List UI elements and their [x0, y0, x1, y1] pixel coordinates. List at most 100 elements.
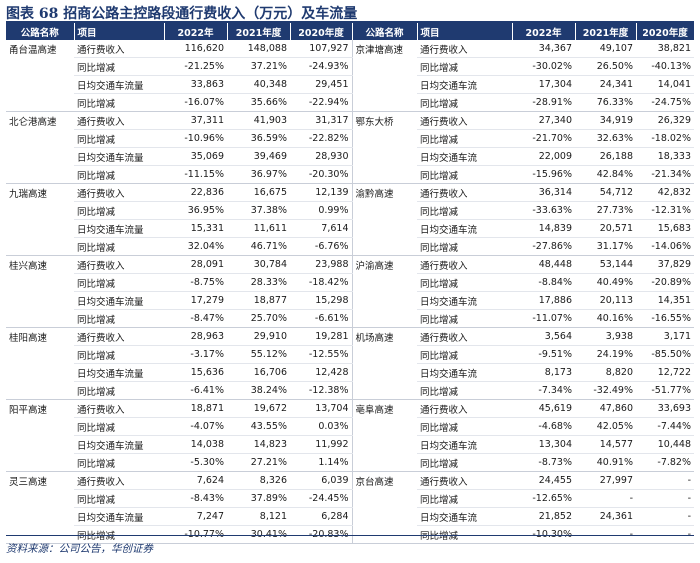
- value-cell: -24.45%: [290, 489, 353, 508]
- value-cell: 41,903: [227, 111, 290, 130]
- metric-cell: 同比增减: [417, 453, 512, 472]
- value-cell: 32.63%: [575, 129, 636, 148]
- value-cell: 27,997: [575, 471, 636, 490]
- value-cell: -: [636, 507, 694, 526]
- road-name-cell: 渝黔高速: [352, 183, 417, 256]
- value-cell: 34,919: [575, 111, 636, 130]
- value-cell: 13,704: [290, 399, 353, 418]
- table-row: 同比增减 -6.41% 38.24% -12.38% 同比增减 -7.34% -32.49%…: [6, 381, 694, 400]
- value-cell: -8.47%: [164, 309, 227, 328]
- value-cell: -4.68%: [512, 417, 575, 436]
- value-cell: 29,910: [227, 327, 290, 346]
- value-cell: 116,620: [164, 40, 227, 58]
- value-cell: 37.38%: [227, 201, 290, 220]
- road-name-cell: 京台高速: [352, 471, 417, 544]
- value-cell: 26.50%: [575, 57, 636, 76]
- road-name-cell: 京津塘高速: [352, 40, 417, 112]
- value-cell: 27,340: [512, 111, 575, 130]
- value-cell: -7.82%: [636, 453, 694, 472]
- table-row: 日均交通车流量 35,069 39,469 28,930 日均交通车流 22,009 26,…: [6, 147, 694, 166]
- metric-cell: 通行费收入: [74, 111, 164, 130]
- metric-cell: 日均交通车流量: [74, 363, 164, 382]
- value-cell: 37,311: [164, 111, 227, 130]
- metric-cell: 日均交通车流量: [74, 507, 164, 526]
- column-header: 项目: [417, 23, 513, 40]
- metric-cell: 同比增减: [417, 165, 512, 184]
- value-cell: 6,039: [290, 471, 353, 490]
- metric-cell: 通行费收入: [74, 471, 164, 490]
- metric-cell: 同比增减: [417, 201, 512, 220]
- value-cell: 7,614: [290, 219, 353, 238]
- value-cell: 27.21%: [227, 453, 290, 472]
- value-cell: 43.55%: [227, 417, 290, 436]
- metric-cell: 同比增减: [74, 525, 164, 544]
- road-name-cell: 桂兴高速: [6, 255, 74, 328]
- value-cell: 14,839: [512, 219, 575, 238]
- metric-cell: 日均交通车流: [417, 75, 512, 94]
- value-cell: -: [636, 471, 694, 490]
- metric-cell: 同比增减: [417, 57, 512, 76]
- metric-cell: 通行费收入: [417, 183, 512, 202]
- value-cell: 14,823: [227, 435, 290, 454]
- table-row: 同比增减 -16.07% 35.66% -22.94% 同比增减 -28.91% 76.33…: [6, 93, 694, 112]
- value-cell: -15.96%: [512, 165, 575, 184]
- value-cell: -6.41%: [164, 381, 227, 400]
- value-cell: 8,121: [227, 507, 290, 526]
- value-cell: -24.93%: [290, 57, 353, 76]
- value-cell: 36.59%: [227, 129, 290, 148]
- metric-cell: 通行费收入: [417, 471, 512, 490]
- road-name-cell: 北仑港高速: [6, 111, 74, 184]
- value-cell: 30,784: [227, 255, 290, 274]
- value-cell: 22,836: [164, 183, 227, 202]
- table-row: 日均交通车流量 17,279 18,877 15,298 日均交通车流 17,886 20,…: [6, 291, 694, 310]
- value-cell: 25.70%: [227, 309, 290, 328]
- metric-cell: 通行费收入: [417, 111, 512, 130]
- value-cell: 33,863: [164, 75, 227, 94]
- value-cell: -12.31%: [636, 201, 694, 220]
- metric-cell: 同比增减: [74, 417, 164, 436]
- value-cell: 30.41%: [227, 525, 290, 544]
- value-cell: -20.83%: [290, 525, 353, 544]
- value-cell: 28.33%: [227, 273, 290, 292]
- figure-title: 图表 68 招商公路主控路段通行费收入（万元）及车流量: [6, 6, 358, 22]
- table-row: 桂阳高速 通行费收入 28,963 29,910 19,281 机场高速 通行费收入 3,56…: [6, 327, 694, 400]
- value-cell: -21.34%: [636, 165, 694, 184]
- value-cell: 36.95%: [164, 201, 227, 220]
- value-cell: 31.17%: [575, 237, 636, 256]
- metric-cell: 同比增减: [74, 453, 164, 472]
- value-cell: 33,693: [636, 399, 694, 418]
- value-cell: -3.17%: [164, 345, 227, 364]
- value-cell: 35.66%: [227, 93, 290, 112]
- value-cell: -: [636, 489, 694, 508]
- table-row: 同比增减 -10.96% 36.59% -22.82% 同比增减 -21.70% 32.63…: [6, 129, 694, 148]
- value-cell: 18,877: [227, 291, 290, 310]
- value-cell: 10,448: [636, 435, 694, 454]
- value-cell: 49,107: [575, 40, 636, 58]
- value-cell: -22.82%: [290, 129, 353, 148]
- value-cell: 39,469: [227, 147, 290, 166]
- value-cell: 24,361: [575, 507, 636, 526]
- metric-cell: 日均交通车流: [417, 219, 512, 238]
- value-cell: -: [575, 525, 636, 544]
- value-cell: 11,611: [227, 219, 290, 238]
- metric-cell: 同比增减: [74, 345, 164, 364]
- value-cell: -5.30%: [164, 453, 227, 472]
- value-cell: -14.06%: [636, 237, 694, 256]
- value-cell: 11,992: [290, 435, 353, 454]
- value-cell: -18.02%: [636, 129, 694, 148]
- value-cell: -6.76%: [290, 237, 353, 256]
- metric-cell: 同比增减: [417, 129, 512, 148]
- value-cell: -8.75%: [164, 273, 227, 292]
- value-cell: 34,367: [512, 40, 575, 58]
- metric-cell: 同比增减: [74, 57, 164, 76]
- value-cell: -21.70%: [512, 129, 575, 148]
- value-cell: 12,428: [290, 363, 353, 382]
- road-name-cell: 鄂东大桥: [352, 111, 417, 184]
- value-cell: 32.04%: [164, 237, 227, 256]
- value-cell: -21.25%: [164, 57, 227, 76]
- metric-cell: 通行费收入: [74, 255, 164, 274]
- table-row: 同比增减 -4.07% 43.55% 0.03% 同比增减 -4.68% 42.05% -7.…: [6, 417, 694, 436]
- road-name-cell: 沪渝高速: [352, 255, 417, 328]
- value-cell: 14,351: [636, 291, 694, 310]
- value-cell: -7.34%: [512, 381, 575, 400]
